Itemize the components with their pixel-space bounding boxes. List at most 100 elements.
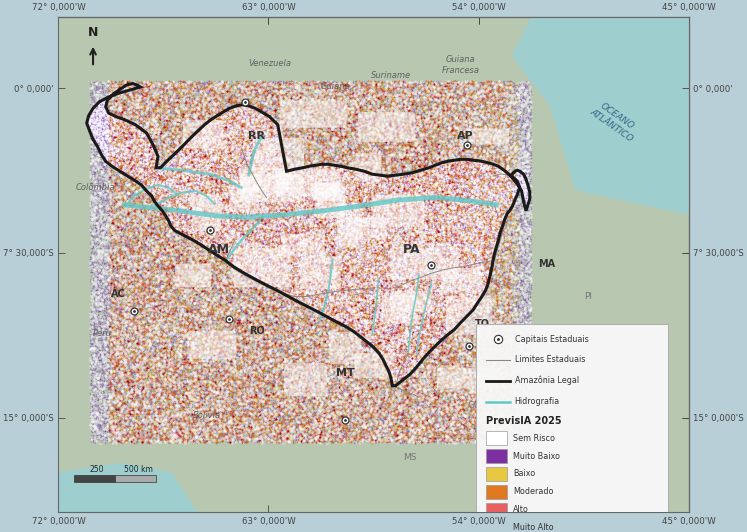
Point	[143, 417, 155, 425]
Point	[202, 340, 214, 348]
Point	[220, 119, 232, 128]
Point	[246, 85, 258, 93]
Point	[259, 327, 271, 336]
Point	[518, 409, 530, 417]
Point	[515, 311, 527, 320]
Point	[215, 412, 227, 420]
Point	[114, 126, 125, 134]
Point	[108, 186, 120, 194]
Point	[340, 388, 352, 397]
Point	[413, 269, 425, 277]
Point	[160, 112, 172, 120]
Point	[327, 428, 339, 437]
Point	[223, 240, 235, 248]
Point	[149, 407, 161, 415]
Point	[304, 358, 316, 366]
Point	[339, 155, 351, 163]
Point	[322, 270, 334, 278]
Point	[312, 206, 324, 214]
Point	[492, 339, 503, 348]
Point	[326, 241, 338, 250]
Point	[392, 288, 404, 297]
Point	[443, 421, 455, 429]
Point	[332, 393, 344, 402]
Point	[463, 332, 475, 340]
Point	[255, 434, 267, 442]
Point	[392, 193, 404, 201]
Point	[340, 85, 352, 94]
Point	[155, 171, 167, 180]
Point	[492, 214, 504, 223]
Point	[417, 118, 429, 127]
Point	[506, 118, 518, 126]
Point	[196, 388, 208, 396]
Point	[138, 276, 150, 285]
Point	[236, 342, 248, 351]
Point	[234, 95, 246, 103]
Point	[298, 101, 310, 110]
Point	[373, 147, 385, 156]
Point	[347, 174, 359, 182]
Point	[121, 345, 133, 354]
Point	[118, 413, 130, 421]
Point	[181, 87, 193, 95]
Point	[336, 93, 348, 101]
Point	[120, 179, 132, 187]
Point	[373, 362, 385, 371]
Point	[495, 329, 506, 337]
Point	[188, 277, 200, 286]
Point	[253, 299, 265, 307]
Point	[102, 314, 114, 323]
Point	[185, 382, 197, 390]
Point	[405, 351, 417, 360]
Point	[143, 103, 155, 111]
Point	[500, 331, 512, 340]
Point	[300, 238, 312, 246]
Point	[379, 103, 391, 111]
Point	[223, 209, 235, 217]
Point	[509, 417, 521, 426]
Point	[480, 343, 492, 352]
Point	[186, 326, 198, 335]
Point	[339, 292, 351, 300]
Point	[465, 207, 477, 215]
Point	[318, 338, 330, 346]
Point	[167, 134, 179, 142]
Point	[392, 247, 404, 256]
Point	[159, 232, 171, 241]
Point	[216, 315, 228, 323]
Point	[214, 89, 226, 98]
Point	[309, 282, 320, 291]
Point	[214, 134, 226, 143]
Point	[156, 277, 168, 286]
Point	[196, 186, 208, 195]
Point	[226, 422, 238, 431]
Point	[249, 338, 261, 347]
Point	[196, 215, 208, 223]
Point	[167, 232, 179, 240]
Point	[413, 317, 425, 326]
Point	[166, 159, 178, 167]
Point	[171, 288, 183, 296]
Point	[455, 268, 467, 276]
Point	[388, 147, 400, 156]
Point	[508, 267, 520, 276]
Point	[475, 375, 487, 384]
Point	[218, 327, 230, 335]
Point	[312, 89, 324, 98]
Point	[307, 126, 319, 134]
Point	[437, 374, 449, 383]
Point	[450, 248, 462, 256]
Point	[260, 132, 272, 140]
Point	[322, 307, 334, 316]
Point	[214, 196, 226, 205]
Point	[200, 122, 212, 130]
Point	[115, 127, 127, 136]
Point	[254, 178, 266, 186]
Point	[503, 236, 515, 244]
Point	[249, 364, 261, 372]
Point	[216, 175, 228, 184]
Point	[174, 427, 186, 436]
Point	[93, 356, 105, 364]
Point	[397, 368, 409, 376]
